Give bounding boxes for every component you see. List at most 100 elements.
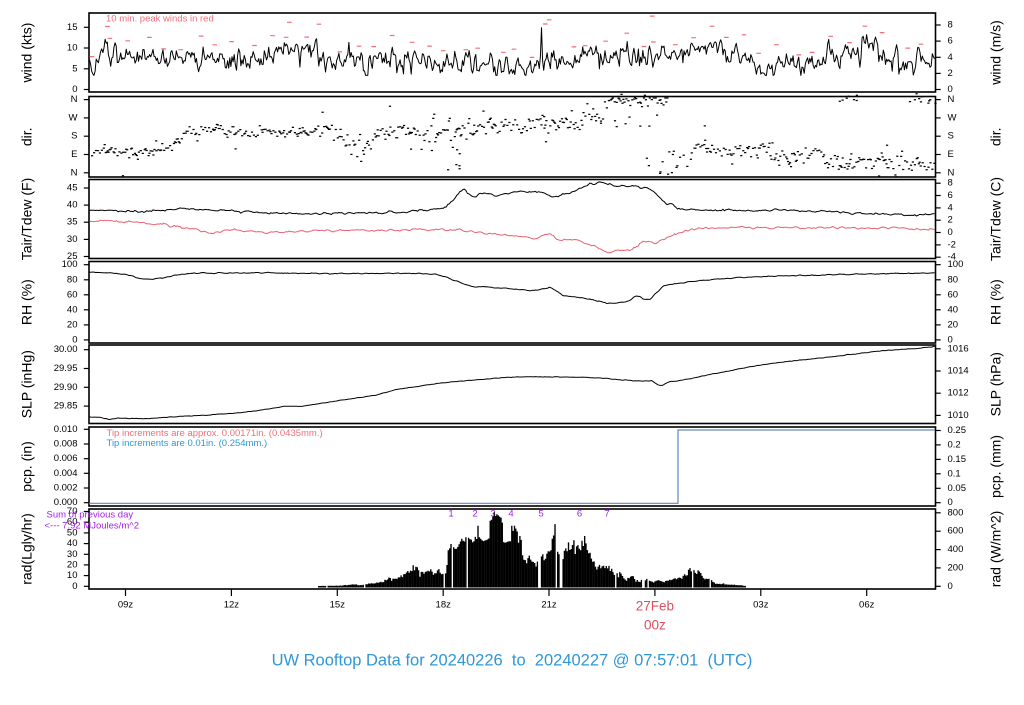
- svg-text:dir.: dir.: [19, 127, 35, 146]
- svg-text:20: 20: [67, 319, 78, 330]
- svg-text:0.15: 0.15: [948, 454, 967, 465]
- svg-text:25: 25: [67, 251, 78, 262]
- svg-text:S: S: [71, 131, 77, 142]
- svg-text:10 min. peak winds in red: 10 min. peak winds in red: [106, 14, 214, 25]
- svg-text:8: 8: [948, 20, 953, 31]
- svg-text:06z: 06z: [859, 600, 875, 611]
- svg-text:70: 70: [67, 506, 78, 517]
- svg-text:2: 2: [948, 68, 953, 79]
- svg-text:15: 15: [67, 22, 78, 33]
- svg-text:20: 20: [67, 559, 78, 570]
- svg-text:5: 5: [72, 63, 77, 74]
- svg-text:2: 2: [948, 215, 953, 226]
- svg-text:RH (%): RH (%): [19, 279, 35, 325]
- svg-text:400: 400: [948, 544, 964, 555]
- svg-text:0: 0: [72, 334, 77, 345]
- svg-text:15z: 15z: [330, 600, 346, 611]
- svg-text:5: 5: [538, 509, 543, 520]
- svg-text:N: N: [71, 94, 78, 105]
- svg-text:6: 6: [948, 190, 953, 201]
- svg-text:0: 0: [72, 581, 77, 592]
- svg-text:7: 7: [604, 509, 609, 520]
- svg-text:SLP (hPa): SLP (hPa): [988, 352, 1004, 416]
- svg-text:1016: 1016: [948, 343, 969, 354]
- svg-text:35: 35: [67, 217, 78, 228]
- svg-text:6: 6: [577, 509, 582, 520]
- svg-text:0.2: 0.2: [948, 439, 961, 450]
- svg-text:SLP (inHg): SLP (inHg): [19, 350, 35, 418]
- svg-text:0: 0: [948, 227, 953, 238]
- svg-text:600: 600: [948, 526, 964, 537]
- svg-text:-2: -2: [948, 239, 956, 250]
- svg-text:Tip increments are 0.01in. (0.: Tip increments are 0.01in. (0.254mm.): [107, 438, 268, 449]
- svg-text:4: 4: [948, 202, 953, 213]
- svg-text:W: W: [948, 112, 957, 123]
- svg-text:0.010: 0.010: [54, 424, 78, 435]
- svg-text:29.95: 29.95: [54, 363, 78, 374]
- svg-text:Tair/Tdew (C): Tair/Tdew (C): [988, 177, 1004, 261]
- svg-text:wind (m/s): wind (m/s): [988, 20, 1004, 86]
- svg-text:60: 60: [67, 517, 78, 528]
- svg-text:09z: 09z: [118, 600, 134, 611]
- svg-text:40: 40: [67, 200, 78, 211]
- svg-text:200: 200: [948, 562, 964, 573]
- svg-text:dir.: dir.: [988, 127, 1004, 146]
- svg-text:0: 0: [72, 84, 77, 95]
- svg-text:0.05: 0.05: [948, 483, 967, 494]
- svg-text:40: 40: [67, 304, 78, 315]
- svg-text:60: 60: [67, 289, 78, 300]
- svg-text:18z: 18z: [436, 600, 452, 611]
- svg-text:00z: 00z: [644, 618, 666, 633]
- svg-text:100: 100: [62, 259, 78, 270]
- svg-text:3: 3: [490, 509, 495, 520]
- svg-text:0: 0: [948, 334, 953, 345]
- svg-text:29.90: 29.90: [54, 382, 78, 393]
- svg-text:Tip increments are approx. 0.0: Tip increments are approx. 0.00171in. (0…: [107, 428, 323, 439]
- svg-text:wind (kts): wind (kts): [19, 23, 35, 84]
- svg-text:RH (%): RH (%): [988, 279, 1004, 325]
- svg-text:0.006: 0.006: [54, 453, 78, 464]
- svg-text:03z: 03z: [753, 600, 769, 611]
- svg-text:80: 80: [67, 274, 78, 285]
- svg-text:0.004: 0.004: [54, 468, 78, 479]
- svg-text:E: E: [948, 149, 954, 160]
- svg-text:Sum of previous day: Sum of previous day: [47, 509, 134, 520]
- svg-text:pcp. (in): pcp. (in): [19, 441, 35, 492]
- svg-text:0.1: 0.1: [948, 468, 961, 479]
- svg-text:10: 10: [67, 43, 78, 54]
- svg-text:UW Rooftop Data for 20240226: UW Rooftop Data for 20240226 to 20240227…: [272, 652, 753, 670]
- svg-text:2: 2: [472, 509, 477, 520]
- svg-text:0: 0: [948, 84, 953, 95]
- svg-text:1014: 1014: [948, 366, 969, 377]
- svg-text:100: 100: [948, 259, 964, 270]
- svg-text:W: W: [69, 112, 78, 123]
- svg-text:<--- 7.92 MJoules/m^2: <--- 7.92 MJoules/m^2: [45, 520, 139, 531]
- svg-text:60: 60: [948, 289, 959, 300]
- svg-text:50: 50: [67, 527, 78, 538]
- svg-text:S: S: [948, 131, 954, 142]
- svg-text:30: 30: [67, 234, 78, 245]
- svg-text:4: 4: [508, 509, 513, 520]
- svg-text:0: 0: [948, 581, 953, 592]
- svg-text:40: 40: [948, 304, 959, 315]
- svg-text:E: E: [71, 149, 77, 160]
- svg-text:0: 0: [948, 497, 953, 508]
- svg-text:1010: 1010: [948, 410, 969, 421]
- svg-text:1012: 1012: [948, 388, 969, 399]
- svg-text:-4: -4: [948, 252, 956, 263]
- svg-text:12z: 12z: [224, 600, 240, 611]
- svg-text:6: 6: [948, 36, 953, 47]
- svg-text:10: 10: [67, 570, 78, 581]
- svg-text:rad (W/m^2): rad (W/m^2): [988, 511, 1004, 588]
- svg-text:29.85: 29.85: [54, 401, 78, 412]
- svg-text:30.00: 30.00: [54, 344, 78, 355]
- svg-text:N: N: [71, 167, 78, 178]
- svg-text:8: 8: [948, 178, 953, 189]
- svg-text:45: 45: [67, 183, 78, 194]
- svg-text:20: 20: [948, 319, 959, 330]
- svg-text:21z: 21z: [541, 600, 557, 611]
- svg-text:N: N: [948, 94, 955, 105]
- svg-text:0.002: 0.002: [54, 483, 78, 494]
- svg-text:30: 30: [67, 549, 78, 560]
- svg-text:pcp. (mm): pcp. (mm): [988, 435, 1004, 498]
